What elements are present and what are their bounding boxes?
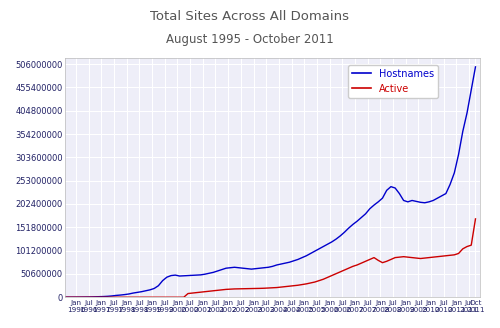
Text: August 1995 - October 2011: August 1995 - October 2011 — [166, 33, 334, 46]
Text: Total Sites Across All Domains: Total Sites Across All Domains — [150, 10, 350, 23]
Legend: Hostnames, Active: Hostnames, Active — [348, 65, 438, 97]
